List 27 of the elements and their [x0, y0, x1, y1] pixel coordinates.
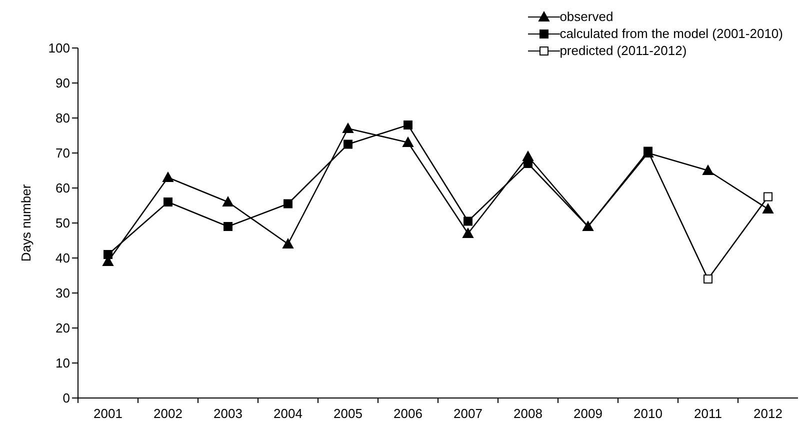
legend-label: observed: [560, 8, 614, 25]
y-tick-label: 50: [56, 216, 70, 231]
y-axis-title: Days number: [18, 184, 34, 262]
y-tick-label: 100: [48, 40, 70, 56]
x-tick-label: 2003: [214, 406, 242, 421]
x-tick-label: 2012: [754, 406, 782, 421]
legend-label: predicted (2011-2012): [560, 42, 687, 59]
x-tick-label: 2007: [454, 406, 482, 421]
x-tick-label: 2011: [694, 406, 722, 421]
x-tick-label: 2001: [94, 406, 122, 421]
x-tick-label: 2004: [274, 406, 302, 421]
y-tick-label: 80: [56, 110, 70, 126]
y-tick-label: 20: [56, 320, 70, 336]
y-tick-label: 30: [56, 286, 70, 301]
y-tick-label: 60: [56, 180, 70, 196]
y-tick-label: 90: [56, 76, 70, 91]
x-tick-label: 2005: [334, 406, 362, 421]
x-tick-label: 2002: [154, 406, 182, 421]
y-tick-label: 70: [56, 146, 70, 161]
legend-label: calculated from the model (2001-2010): [560, 25, 783, 42]
y-tick-label: 0: [62, 390, 70, 406]
x-tick-label: 2006: [394, 406, 422, 421]
x-tick-label: 2008: [514, 406, 542, 421]
y-tick-label: 40: [56, 250, 70, 266]
x-tick-label: 2009: [574, 406, 602, 421]
x-tick-label: 2010: [634, 406, 662, 421]
y-tick-label: 10: [56, 356, 70, 371]
